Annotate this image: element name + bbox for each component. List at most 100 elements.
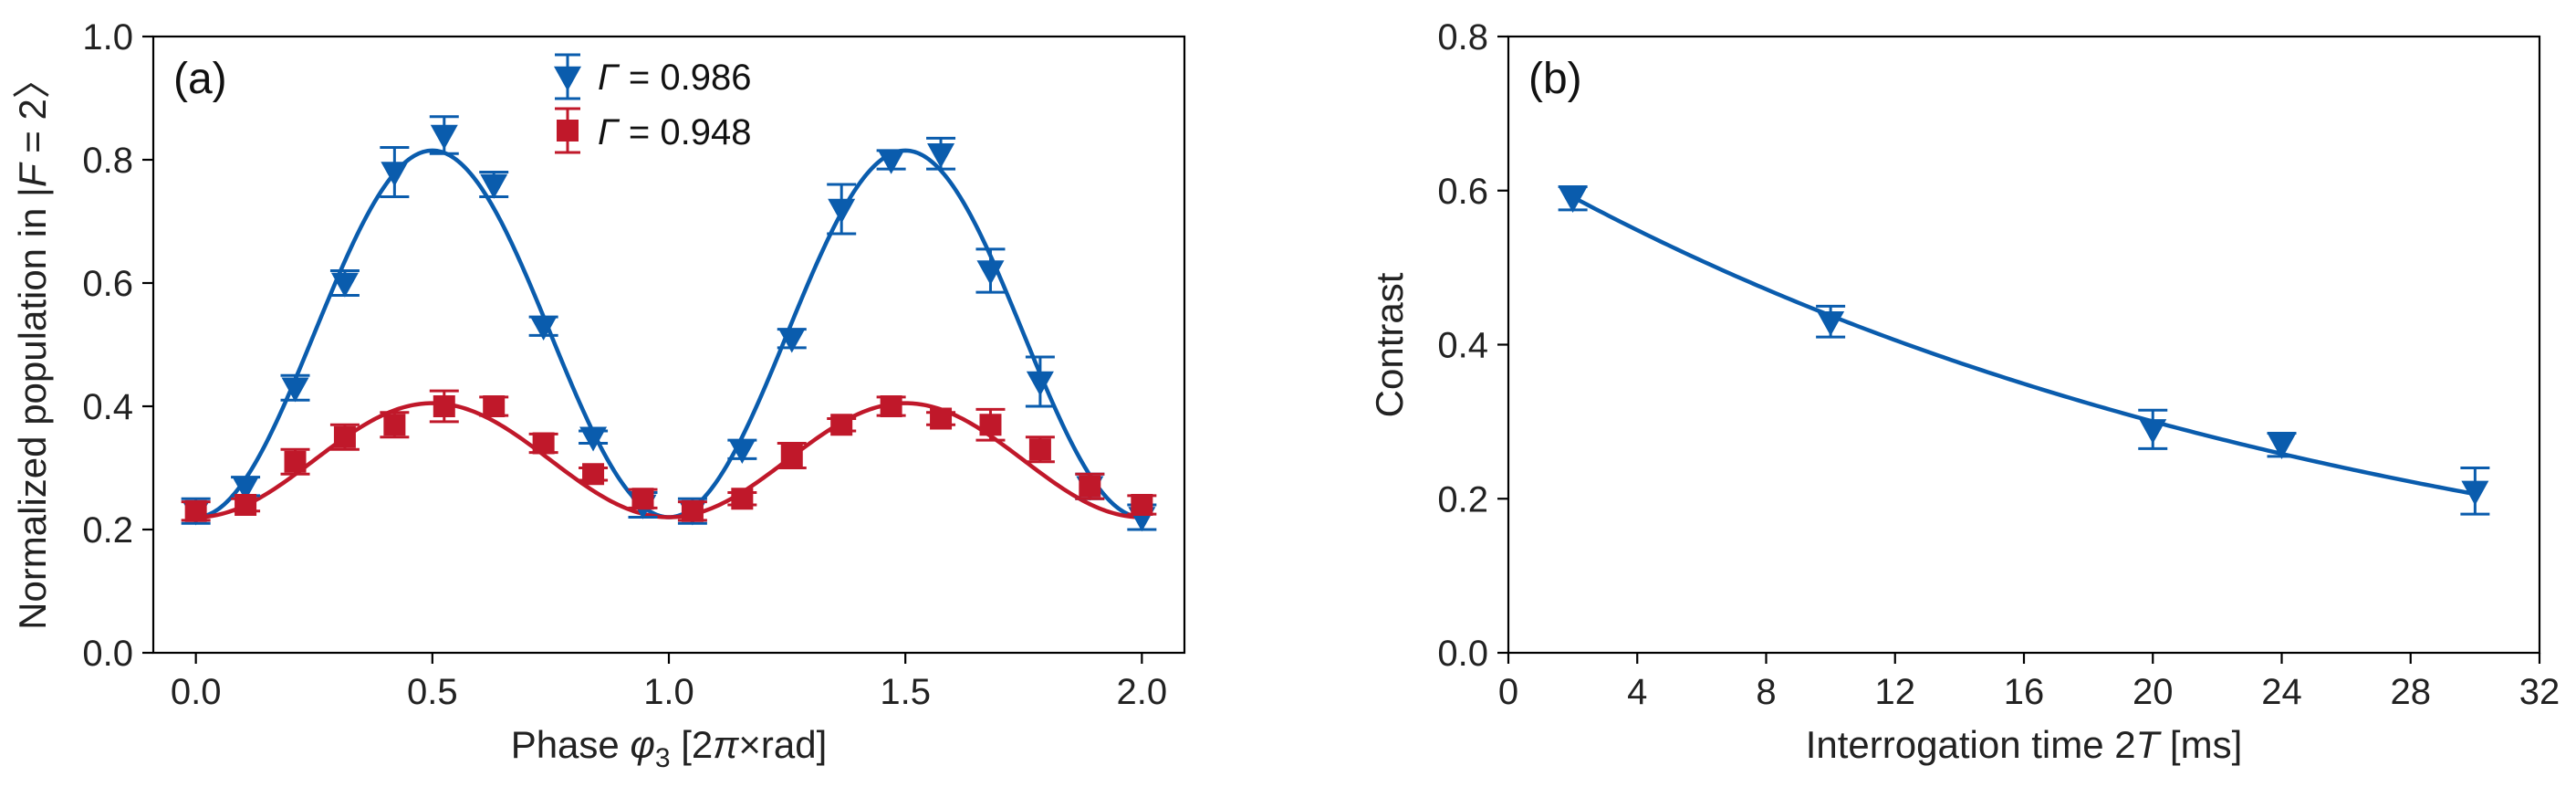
data-point-a-1-5: [433, 395, 455, 417]
x-tick-label-a-1: 0.5: [407, 672, 458, 712]
data-point-a-0-2: [281, 377, 309, 403]
y-tick-label-a-3: 0.6: [82, 264, 133, 304]
ylabel-a-part-2: = 2〉: [11, 60, 54, 163]
panel-b-frame: [1507, 35, 2541, 655]
xlabel-a-part-4: π: [713, 723, 739, 766]
y-tick-label-b-0: 0.0: [1437, 634, 1488, 674]
xlabel-b-part-1: T: [2136, 723, 2163, 766]
data-point-b-0-3: [2268, 434, 2296, 459]
xlabel-a-part-0: Phase: [511, 723, 631, 766]
x-tick-label-b-3: 12: [1875, 672, 1916, 712]
x-tick-label-b-2: 8: [1756, 672, 1776, 712]
xlabel-b-part-0: Interrogation time 2: [1806, 723, 2136, 766]
panel-b-x-axis-label: Interrogation time 2T [ms]: [1806, 723, 2243, 766]
data-point-a-1-7: [532, 432, 555, 455]
panel-a-legend: Γ = 0.986 Γ = 0.948: [554, 53, 752, 154]
data-point-a-1-15: [930, 407, 953, 430]
x-tick-label-a-3: 1.5: [880, 672, 931, 712]
panel-a-label: (a): [173, 55, 227, 103]
xlabel-a-part-2: 3: [655, 743, 671, 773]
data-point-a-1-13: [830, 414, 853, 436]
data-point-a-0-6: [480, 173, 508, 199]
data-point-b-0-4: [2461, 480, 2489, 506]
xlabel-b-part-2: [ms]: [2159, 723, 2242, 766]
data-point-a-1-1: [235, 494, 257, 516]
data-point-a-1-8: [582, 463, 605, 486]
panel-b-y-ticks: 0.0 0.2 0.4 0.6 0.8: [1437, 17, 1508, 674]
y-tick-label-a-0: 0.0: [82, 634, 133, 674]
data-point-a-0-11: [728, 439, 756, 464]
x-tick-label-a-2: 1.0: [643, 672, 694, 712]
panel-b-x-ticks: 0 4 8 12 16 20 24 28 32: [1498, 653, 2560, 712]
x-tick-label-b-5: 20: [2133, 672, 2174, 712]
x-tick-label-b-4: 16: [2004, 672, 2045, 712]
xlabel-a-part-3: [2: [671, 723, 714, 766]
ylabel-a-part-1: F: [11, 162, 54, 187]
data-point-a-1-11: [731, 488, 754, 510]
data-point-a-1-6: [483, 395, 506, 417]
data-point-a-1-19: [1131, 494, 1153, 516]
fit-curve-b-0: [1571, 194, 2476, 497]
panel-a-data-points: [181, 115, 1157, 532]
xlabel-a-part-1: φ: [630, 723, 654, 766]
panel-b-fit-curves: [1571, 194, 2476, 497]
fit-curve-a-0: [195, 148, 1142, 519]
data-point-b-0-0: [1559, 187, 1587, 213]
panel-a-x-ticks: 0.0 0.5 1.0 1.5 2.0: [171, 653, 1167, 712]
x-tick-label-b-8: 32: [2519, 672, 2560, 712]
data-point-a-1-4: [383, 414, 406, 436]
y-tick-label-b-1: 0.2: [1437, 479, 1488, 519]
legend-red-value: = 0.948: [619, 112, 752, 152]
y-tick-label-a-5: 1.0: [82, 17, 133, 58]
data-point-b-0-1: [1817, 310, 1845, 336]
x-tick-label-a-0: 0.0: [171, 672, 222, 712]
data-point-a-0-8: [579, 426, 608, 452]
panel-a-x-axis-label: Phase φ3 [2π×rad]: [511, 723, 828, 773]
data-point-a-1-10: [681, 499, 704, 522]
legend-marker-shape: [557, 120, 579, 142]
data-point-a-1-18: [1079, 475, 1101, 498]
y-tick-label-a-4: 0.8: [82, 141, 133, 181]
data-point-a-0-13: [828, 198, 856, 224]
data-point-b-0-2: [2139, 419, 2167, 445]
legend-marker-shape: [554, 66, 581, 91]
panel-a-fit-curves: [195, 148, 1142, 519]
panel-a-y-ticks: 0.0 0.2 0.4 0.6 0.8 1.0: [82, 17, 153, 674]
data-point-a-1-3: [333, 425, 356, 448]
data-point-a-1-9: [631, 488, 654, 510]
data-point-a-0-1: [232, 476, 260, 501]
y-tick-label-a-1: 0.2: [82, 510, 133, 551]
xlabel-a-part-5: ×rad]: [738, 723, 827, 766]
data-point-a-1-14: [880, 395, 902, 417]
legend-marker-blue: [554, 53, 581, 100]
legend-label-red: Γ = 0.948: [598, 112, 752, 152]
y-tick-label-a-2: 0.4: [82, 387, 133, 427]
panel-b-data-points: [1558, 185, 2490, 516]
x-tick-label-b-7: 28: [2391, 672, 2432, 712]
data-point-a-0-14: [877, 149, 905, 174]
data-point-a-0-17: [1026, 371, 1054, 396]
data-point-a-0-5: [430, 124, 458, 150]
data-point-a-1-17: [1028, 438, 1051, 461]
panel-a-y-axis-label: Normalized population in |F = 2〉: [11, 60, 54, 630]
panel-b-y-axis-label: Contrast: [1368, 272, 1411, 417]
legend-blue-symbol: Γ: [598, 58, 621, 98]
data-point-a-0-7: [529, 316, 558, 341]
x-tick-label-b-0: 0: [1498, 672, 1518, 712]
data-point-a-0-15: [927, 143, 955, 168]
y-tick-label-b-3: 0.6: [1437, 172, 1488, 212]
x-tick-label-a-4: 2.0: [1117, 672, 1168, 712]
legend-label-blue: Γ = 0.986: [598, 58, 752, 98]
data-point-a-0-4: [381, 162, 409, 187]
data-point-a-1-0: [184, 499, 207, 522]
legend-red-symbol: Γ: [598, 112, 621, 152]
panel-b-label: (b): [1528, 55, 1582, 103]
y-tick-label-b-2: 0.4: [1437, 326, 1488, 366]
data-point-a-1-12: [780, 445, 803, 467]
data-point-a-0-16: [976, 260, 1005, 286]
data-point-a-0-12: [777, 328, 806, 353]
legend-blue-value: = 0.986: [619, 58, 752, 98]
legend-marker-red: [555, 107, 580, 154]
y-tick-label-b-4: 0.8: [1437, 17, 1488, 58]
